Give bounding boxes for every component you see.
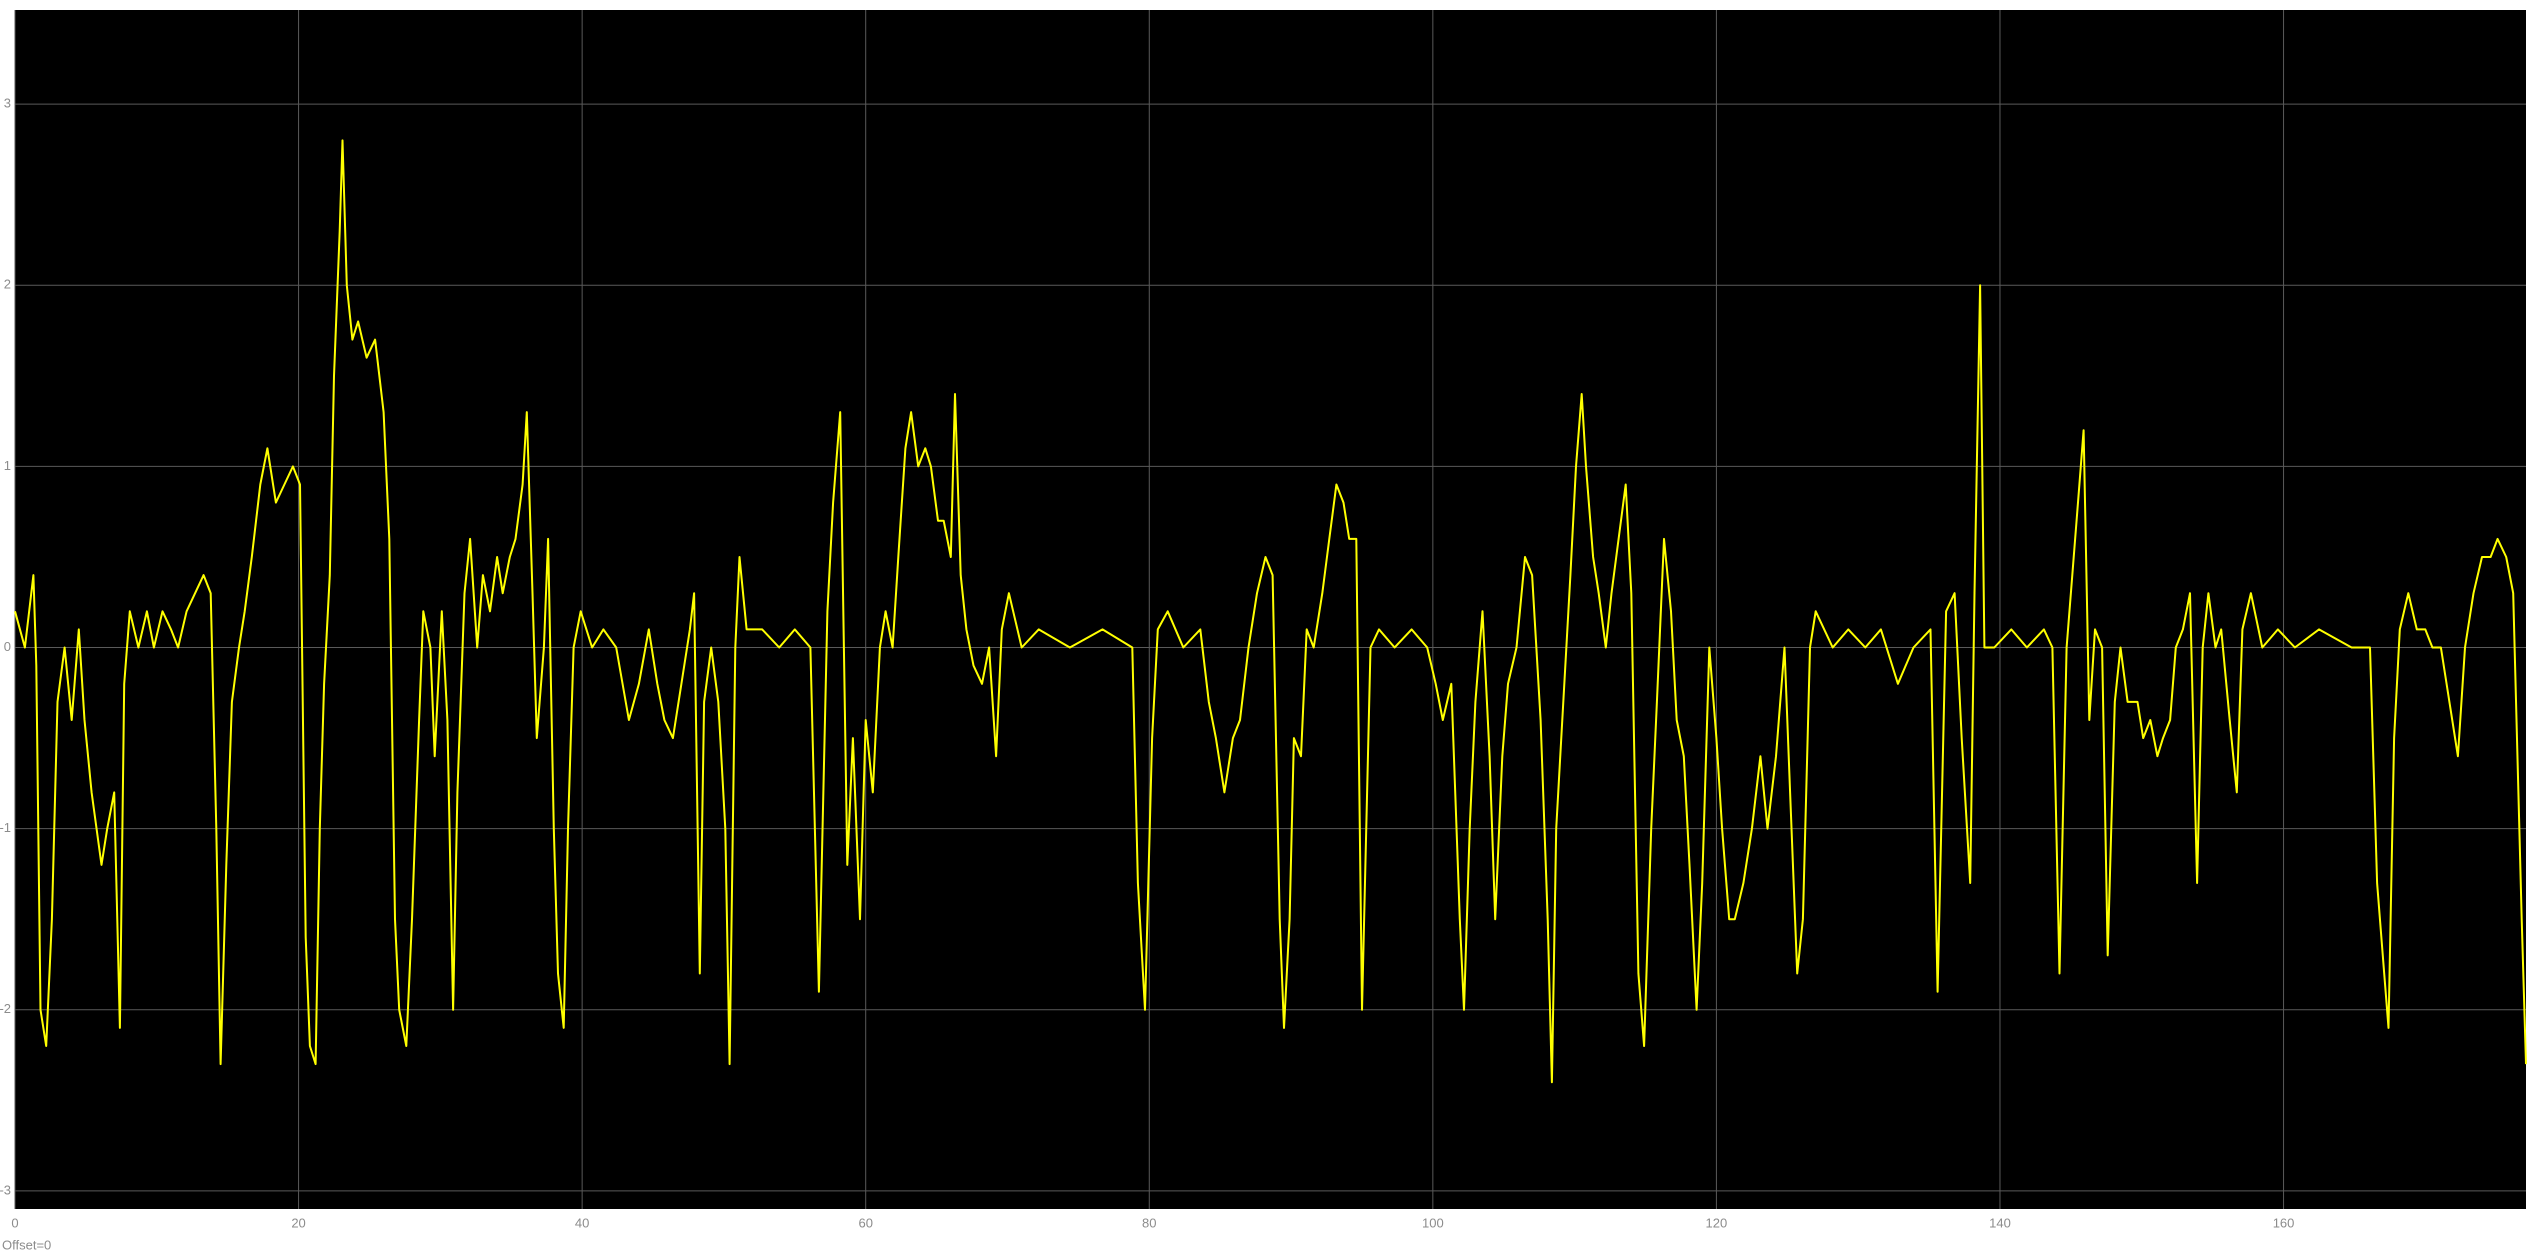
y-tick-label: -1 [0, 820, 11, 835]
signal-line [14, 139, 2527, 1084]
x-tick-label: 140 [1989, 1215, 2011, 1230]
y-tick-label: -2 [0, 1001, 11, 1016]
offset-label: Offset=0 [2, 1237, 51, 1252]
x-tick-label: 80 [1142, 1215, 1156, 1230]
x-tick-label: 20 [291, 1215, 305, 1230]
x-tick-label: 120 [1706, 1215, 1728, 1230]
x-tick-label: 40 [575, 1215, 589, 1230]
x-tick-label: 160 [2273, 1215, 2295, 1230]
x-tick-label: 60 [858, 1215, 872, 1230]
x-tick-label: 100 [1422, 1215, 1444, 1230]
y-tick-label: 0 [4, 639, 11, 654]
y-tick-label: 3 [4, 96, 11, 111]
plot-area [15, 10, 2526, 1209]
y-tick-label: 2 [4, 277, 11, 292]
y-tick-label: 1 [4, 458, 11, 473]
y-tick-label: -3 [0, 1182, 11, 1197]
x-tick-label: 0 [11, 1215, 18, 1230]
